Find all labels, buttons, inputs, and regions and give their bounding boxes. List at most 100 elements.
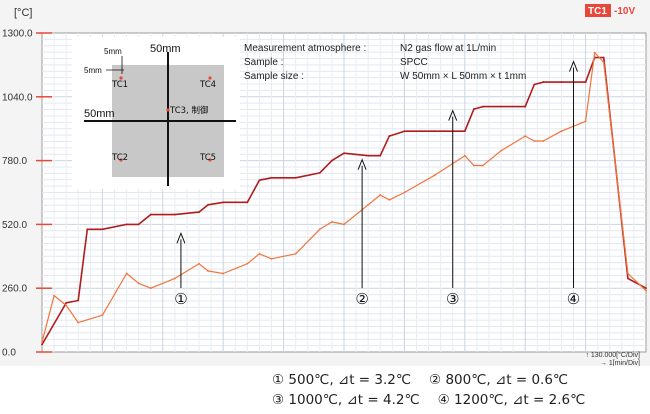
series-2-point: [246, 262, 249, 265]
series-1-point: [41, 343, 43, 346]
series-2-point: [542, 140, 545, 142]
series-2-point: [41, 341, 43, 344]
caption-1000: ③ 1000℃, ⊿t = 4.2℃: [272, 392, 420, 408]
y-tick-label: 1300.0: [2, 29, 33, 40]
series-1-point: [331, 159, 333, 162]
series-2-point: [65, 304, 68, 307]
series-1-point: [65, 302, 68, 304]
series-2-point: [645, 289, 647, 292]
series-2-point: [222, 272, 225, 275]
caption-1200: ④ 1200℃, ⊿t = 2.6℃: [437, 392, 586, 408]
series-2-point: [270, 257, 273, 260]
series-2-point: [482, 164, 484, 167]
thermocouple-label: TC1: [111, 80, 128, 90]
series-1-point: [472, 108, 475, 110]
dim-top: 50mm: [150, 43, 181, 55]
annotation-label: ①: [174, 290, 187, 308]
series-2-point: [173, 277, 176, 280]
chart-frame: [°C] 0.0 260.0 520.0 780.0 1040.0 1300.0 TC1 -10…: [0, 0, 650, 366]
annotation-arrow-head: [448, 109, 458, 121]
series-1-point: [125, 223, 128, 226]
series-1-point: [198, 211, 200, 214]
series-1-point: [137, 223, 140, 226]
y-tick-label: 780.0: [2, 156, 27, 167]
series-1-point: [500, 105, 502, 108]
series-2-point: [149, 287, 152, 290]
scale-readout-line: ↑ 130.000[°C/Div]: [585, 351, 640, 359]
series-1-point: [367, 154, 370, 157]
thermocouple-dot: [208, 76, 212, 80]
info-label: Measurement atmosphere :: [244, 43, 366, 54]
series-2-point: [626, 272, 629, 275]
series-2-point: [198, 262, 200, 265]
series-1-point: [270, 176, 273, 179]
dim-left: 50mm: [84, 108, 115, 120]
series-1-point: [149, 213, 152, 216]
channel-badge-range: -10V: [614, 6, 635, 17]
annotation-arrow-head: [176, 231, 186, 244]
scale-readout-line: → 1[min/Div]: [600, 360, 640, 366]
series-1-point: [542, 81, 545, 83]
series-1-point: [343, 152, 345, 155]
series-2-point: [433, 174, 436, 177]
thermocouple-label: TC5: [199, 153, 216, 163]
series-2-point: [524, 135, 527, 137]
series-2-point: [602, 61, 605, 64]
series-2-point: [463, 154, 466, 157]
series-2-point: [331, 221, 333, 223]
series-2-point: [379, 194, 382, 196]
thermocouple-dot: [119, 76, 123, 80]
info-value: N2 gas flow at 1L/min: [400, 43, 496, 54]
series-1-point: [433, 130, 436, 133]
series-1-point: [524, 105, 527, 108]
series-1-point: [403, 130, 406, 133]
series-2-point: [343, 223, 345, 226]
y-tick-label: 260.0: [2, 284, 27, 295]
series-2-point: [207, 270, 210, 272]
series-2-point: [101, 314, 104, 317]
series-1-point: [77, 299, 80, 302]
series-1-point: [173, 213, 176, 216]
thermocouple-dot: [166, 108, 170, 112]
annotation-label: ③: [446, 290, 459, 308]
series-2-point: [584, 120, 587, 123]
temperature-chart: [°C] 0.0 260.0 520.0 780.0 1040.0 1300.0 TC1 -10…: [0, 0, 650, 366]
series-1-point: [560, 81, 563, 83]
series-2-point: [500, 149, 502, 152]
series-1-point: [222, 201, 225, 204]
caption-500: ① 500℃, ⊿t = 3.2℃: [272, 372, 412, 388]
thermocouple-label: TC4: [199, 80, 216, 90]
series-2-point: [533, 140, 536, 142]
series-1-point: [379, 154, 382, 157]
series-2-point: [294, 252, 297, 255]
series-2-point: [125, 272, 128, 275]
caption-line-2: ③ 1000℃, ⊿t = 4.2℃ ④ 1200℃, ⊿t = 2.6℃: [272, 392, 585, 408]
series-2-point: [472, 164, 475, 167]
y-axis-label: [°C]: [14, 7, 32, 19]
y-tick-label: 1040.0: [2, 92, 33, 103]
thermocouple-label: TC3, 制御: [169, 105, 208, 116]
series-1-point: [294, 176, 297, 179]
series-1-point: [246, 201, 249, 204]
series-1-point: [207, 203, 210, 206]
thermocouple-label: TC2: [111, 153, 128, 163]
series-2-point: [560, 130, 563, 133]
series-1-point: [86, 228, 89, 231]
series-1-point: [318, 171, 321, 174]
series-1-point: [258, 179, 261, 182]
caption-800: ② 800℃, ⊿t = 0.6℃: [429, 372, 569, 388]
annotation-label: ④: [567, 290, 580, 308]
annotation-arrow-head: [357, 158, 367, 170]
annotation-label: ②: [355, 290, 368, 308]
dim-small-b: 5mm: [84, 66, 102, 75]
series-1-point: [602, 56, 605, 59]
series-1-point: [626, 277, 629, 280]
info-label: Sample size :: [244, 71, 304, 82]
series-1-point: [463, 130, 466, 133]
y-tick-label: 0.0: [2, 348, 16, 359]
series-2-point: [367, 203, 370, 206]
info-value: SPCC: [400, 57, 428, 68]
channel-badge-label: TC1: [588, 6, 607, 17]
series-2-point: [318, 228, 321, 231]
series-2-point: [77, 321, 80, 324]
